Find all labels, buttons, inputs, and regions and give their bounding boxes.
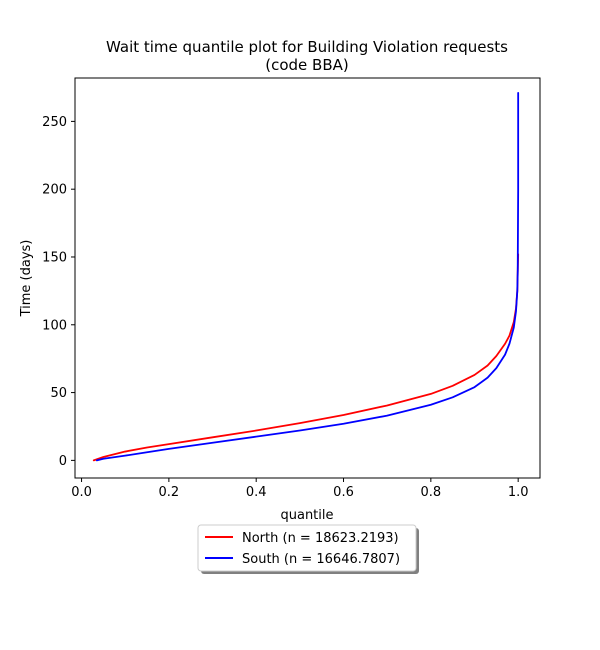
series-line-north <box>92 253 520 462</box>
legend: North (n = 18623.2193) South (n = 16646.… <box>197 524 419 574</box>
legend-label-south: South (n = 16646.7807) <box>242 552 400 567</box>
y-tick-label: 200 <box>42 183 67 198</box>
x-tick-label: 0.6 <box>333 485 354 500</box>
x-axis-label: quantile <box>280 508 333 523</box>
y-axis-ticks: 0 50 100 150 200 250 <box>42 115 75 469</box>
x-tick-label: 0.4 <box>246 485 267 500</box>
y-tick-label: 250 <box>42 115 67 130</box>
legend-box <box>197 524 417 572</box>
y-tick-label: 100 <box>42 318 67 333</box>
y-tick-label: 50 <box>50 386 67 401</box>
legend-label-north: North (n = 18623.2193) <box>242 531 399 546</box>
plot-frame <box>74 77 541 479</box>
x-tick-label: 1.0 <box>508 485 529 500</box>
y-tick-label: 0 <box>59 454 67 469</box>
x-tick-label: 0.2 <box>159 485 180 500</box>
chart-subtitle: (code BBA) <box>265 56 349 74</box>
series-layer <box>92 92 520 462</box>
x-tick-label: 0.8 <box>421 485 442 500</box>
y-axis-label: Time (days) <box>19 240 34 318</box>
x-tick-label: 0.0 <box>71 485 92 500</box>
x-axis-ticks: 0.0 0.2 0.4 0.6 0.8 1.0 <box>71 478 529 500</box>
y-tick-label: 150 <box>42 250 67 265</box>
series-line-south <box>95 92 520 462</box>
chart-title: Wait time quantile plot for Building Vio… <box>106 38 508 56</box>
